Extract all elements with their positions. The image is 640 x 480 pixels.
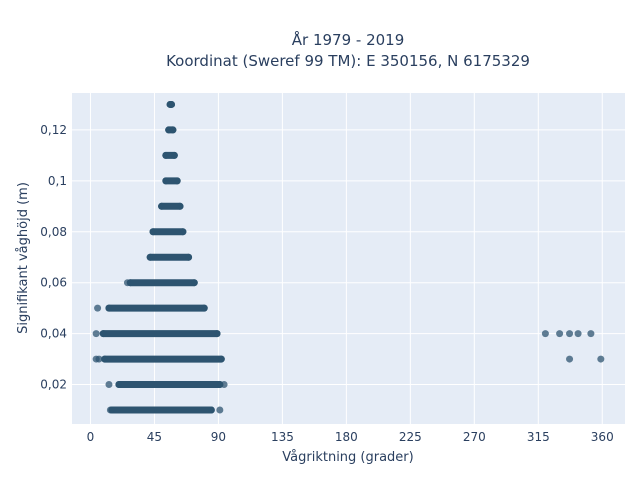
point-cluster (146, 253, 193, 261)
data-point (574, 330, 582, 338)
x-tick-label: 315 (527, 430, 550, 444)
point-cluster (105, 304, 208, 312)
data-point (179, 228, 187, 236)
chart-title-line-1: År 1979 - 2019 (292, 30, 405, 49)
data-point (92, 330, 100, 338)
data-point (94, 304, 102, 312)
data-point (101, 355, 109, 363)
data-point (566, 355, 574, 363)
x-tick-label: 90 (211, 430, 226, 444)
data-point (200, 304, 208, 312)
data-point (149, 228, 157, 236)
data-point (115, 381, 123, 389)
data-point (123, 279, 131, 287)
y-tick-label: 0,1 (48, 174, 67, 188)
data-point (170, 151, 178, 159)
grid-lines (72, 93, 625, 424)
data-point (185, 253, 193, 261)
chart-title-line-2: Koordinat (Sweref 99 TM): E 350156, N 61… (166, 52, 530, 70)
data-point (105, 304, 113, 312)
data-point (146, 253, 154, 261)
data-point (217, 355, 225, 363)
y-tick-label: 0,04 (40, 327, 67, 341)
y-axis-title: Signifikant våghöjd (m) (16, 182, 31, 334)
point-cluster (108, 406, 215, 414)
data-point (162, 151, 170, 159)
x-tick-label: 180 (335, 430, 358, 444)
point-cluster (149, 228, 187, 236)
x-axis-ticks: 0 45 90 135 180 225 270 315 360 (87, 430, 614, 444)
data-point (99, 330, 107, 338)
data-point (158, 202, 166, 210)
data-point (216, 406, 224, 414)
point-cluster (99, 330, 221, 338)
point-cluster (126, 279, 198, 287)
data-point (105, 381, 113, 389)
point-cluster (115, 381, 224, 389)
data-point (597, 355, 605, 363)
data-point (173, 177, 181, 185)
x-tick-label: 270 (463, 430, 486, 444)
y-axis-ticks: 0,02 0,04 0,06 0,08 0,1 0,12 (40, 123, 67, 392)
y-tick-label: 0,12 (40, 123, 67, 137)
chart-title: År 1979 - 2019 Koordinat (Sweref 99 TM):… (166, 30, 530, 70)
x-tick-label: 0 (87, 430, 95, 444)
data-point (556, 330, 564, 338)
data-point (95, 355, 103, 363)
data-point (190, 279, 198, 287)
data-point (587, 330, 595, 338)
data-points (92, 100, 605, 414)
data-point (168, 100, 176, 108)
data-point (541, 330, 549, 338)
data-point (220, 381, 228, 389)
data-point (176, 202, 184, 210)
data-point (162, 177, 170, 185)
y-tick-label: 0,08 (40, 225, 67, 239)
x-tick-label: 135 (271, 430, 294, 444)
y-tick-label: 0,06 (40, 276, 67, 290)
data-point (213, 330, 221, 338)
data-point (566, 330, 574, 338)
point-cluster (101, 355, 225, 363)
x-tick-label: 45 (147, 430, 162, 444)
x-axis-title: Vågriktning (grader) (282, 450, 413, 465)
x-tick-label: 360 (591, 430, 614, 444)
x-tick-label: 225 (399, 430, 422, 444)
data-point (106, 406, 114, 414)
data-point (207, 406, 215, 414)
data-point (169, 126, 177, 134)
y-tick-label: 0,02 (40, 378, 67, 392)
